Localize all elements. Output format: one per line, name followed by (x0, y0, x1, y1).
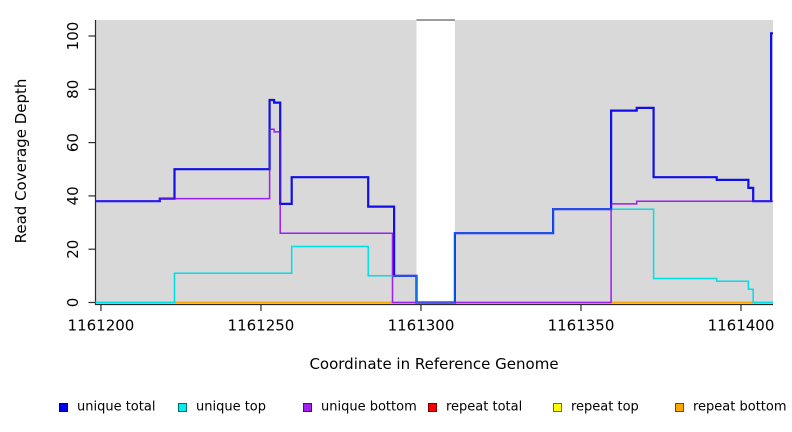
legend-label: repeat total (446, 399, 523, 415)
x-tick-label: 1161300 (388, 317, 455, 335)
legend-label: unique bottom (321, 399, 417, 415)
legend-label: repeat top (571, 399, 639, 415)
legend-swatch-repeat-bottom (675, 403, 684, 412)
legend-swatch-unique-bottom (303, 403, 312, 412)
y-tick-label: 100 (64, 22, 82, 51)
legend-label: repeat bottom (693, 399, 787, 415)
series-overlay-unique-bottom (95, 128, 773, 304)
y-tick-label: 60 (64, 133, 82, 152)
legend-swatch-repeat-top (553, 403, 562, 412)
legend-swatch-unique-total (59, 403, 68, 412)
legend-swatch-repeat-total (428, 403, 437, 412)
x-tick-label: 1161400 (708, 317, 775, 335)
y-tick-label: 80 (64, 80, 82, 99)
legend: unique total unique top unique bottom repea… (0, 398, 792, 418)
y-tick-label: 40 (64, 186, 82, 205)
y-axis-title: Read Coverage Depth (12, 78, 30, 244)
x-tick-label: 1161350 (548, 317, 615, 335)
x-tick-label: 1161250 (228, 317, 295, 335)
legend-label: unique total (77, 399, 156, 415)
series-overlay-unique-top (95, 208, 773, 304)
x-axis-title: Coordinate in Reference Genome (309, 355, 559, 373)
legend-label: unique top (196, 399, 267, 415)
y-tick-label: 0 (64, 298, 82, 308)
y-tick-label: 20 (64, 240, 82, 259)
x-tick-label: 1161200 (68, 317, 135, 335)
masked-region (416, 19, 455, 304)
legend-swatch-unique-top (178, 403, 187, 412)
